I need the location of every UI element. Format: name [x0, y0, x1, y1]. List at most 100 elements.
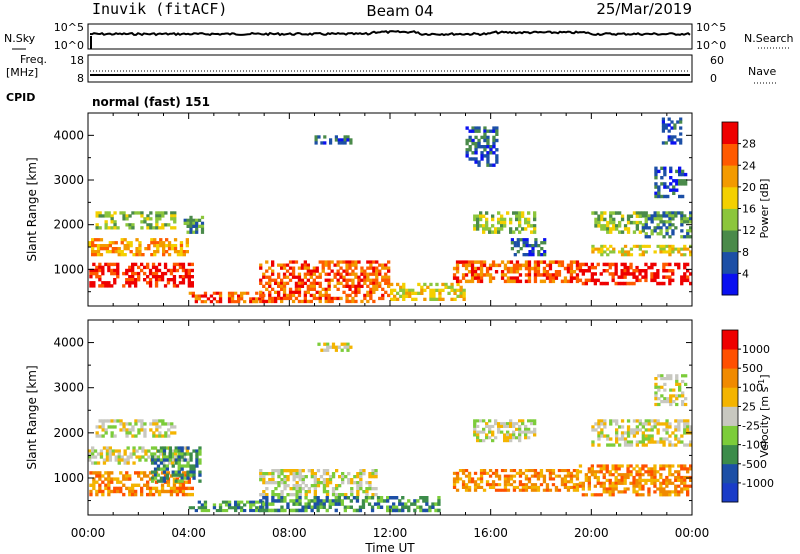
- velocity-cell: [506, 436, 510, 440]
- velocity-cell: [268, 481, 272, 485]
- power-cell: [476, 220, 480, 225]
- velocity-cell: [509, 424, 513, 428]
- power-cell: [590, 262, 594, 267]
- power-cell: [600, 211, 604, 215]
- velocity-cell: [434, 502, 438, 506]
- power-cell: [191, 294, 195, 298]
- power-cell: [303, 293, 307, 298]
- velocity-cell: [365, 487, 369, 491]
- velocity-cell: [186, 473, 190, 477]
- velocity-cell: [437, 502, 441, 506]
- power-cell: [98, 268, 102, 273]
- velocity-cell: [629, 481, 633, 485]
- velocity-cell: [111, 449, 115, 453]
- velocity-cell: [527, 477, 532, 481]
- velocity-cell: [485, 471, 490, 475]
- power-cell: [669, 188, 673, 192]
- power-cell: [111, 241, 115, 245]
- power-cell: [351, 272, 355, 276]
- velocity-cell: [107, 483, 111, 487]
- velocity-cell: [212, 503, 217, 507]
- power-cell: [626, 217, 631, 222]
- velocity-cell: [170, 449, 175, 453]
- power-cell: [474, 141, 478, 146]
- power-cell: [492, 145, 496, 149]
- velocity-cell: [383, 499, 387, 503]
- power-cell: [360, 284, 364, 288]
- power-cell: [363, 296, 367, 301]
- velocity-cell: [310, 505, 314, 509]
- velocity-cell: [123, 461, 127, 465]
- power-cell: [98, 278, 102, 282]
- power-cell: [662, 265, 666, 270]
- power-cell: [345, 293, 349, 298]
- velocity-cell: [95, 471, 99, 475]
- power-cell: [609, 230, 613, 234]
- power-cell: [600, 214, 604, 218]
- power-cell: [274, 278, 278, 282]
- velocity-colorbar-band: [722, 425, 738, 446]
- velocity-cell: [89, 483, 93, 487]
- velocity-cell: [575, 469, 580, 473]
- velocity-cell: [134, 492, 138, 497]
- power-cell: [678, 182, 682, 186]
- range-tick-label: 1000: [53, 262, 84, 276]
- power-cell: [462, 288, 466, 292]
- velocity-cell: [653, 440, 657, 444]
- velocity-cell: [295, 493, 299, 497]
- power-cell: [329, 141, 333, 145]
- velocity-cell: [277, 469, 281, 473]
- power-cell: [89, 281, 93, 285]
- power-cell: [545, 263, 550, 268]
- power-cell: [673, 141, 677, 145]
- power-cell: [408, 288, 412, 292]
- velocity-cell: [485, 483, 490, 487]
- power-cell: [186, 218, 190, 222]
- power-cell: [387, 260, 391, 264]
- velocity-cell: [641, 422, 645, 426]
- velocity-cell: [331, 345, 336, 349]
- velocity-cell: [476, 433, 480, 437]
- power-cell: [670, 126, 674, 130]
- power-cell: [161, 223, 165, 227]
- power-cell: [471, 138, 475, 143]
- power-cell: [600, 253, 604, 257]
- power-cell: [644, 223, 648, 227]
- power-cell: [644, 250, 648, 254]
- power-cell: [480, 157, 484, 161]
- power-cell: [533, 266, 538, 271]
- power-cell: [641, 253, 645, 257]
- velocity-cell: [292, 493, 296, 497]
- power-cell: [482, 273, 487, 277]
- velocity-cell: [368, 481, 372, 485]
- velocity-cell: [662, 493, 666, 497]
- velocity-cell: [596, 470, 600, 474]
- power-cell: [92, 281, 96, 285]
- power-cell: [363, 281, 367, 285]
- velocity-cell: [602, 473, 606, 477]
- velocity-cell: [587, 467, 591, 471]
- power-cell: [572, 260, 577, 264]
- power-cell: [351, 299, 355, 304]
- power-cell: [414, 291, 418, 295]
- power-cell: [129, 244, 133, 248]
- velocity-cell: [151, 492, 156, 497]
- power-cell: [330, 299, 334, 304]
- velocity-cell: [183, 452, 187, 456]
- velocity-cell: [172, 480, 177, 484]
- velocity-cell: [155, 419, 159, 423]
- power-cell: [572, 270, 577, 274]
- velocity-cell: [340, 502, 344, 506]
- velocity-cell: [189, 458, 193, 462]
- velocity-cell: [612, 419, 616, 423]
- velocity-cell: [159, 449, 164, 453]
- power-cell: [491, 217, 495, 222]
- velocity-cell: [620, 431, 625, 435]
- velocity-cell: [105, 458, 110, 462]
- velocity-cell: [662, 428, 666, 432]
- power-cell: [95, 268, 99, 273]
- power-cell: [667, 123, 671, 127]
- power-cell: [324, 263, 328, 267]
- velocity-cell: [626, 431, 631, 435]
- power-cell: [312, 272, 316, 276]
